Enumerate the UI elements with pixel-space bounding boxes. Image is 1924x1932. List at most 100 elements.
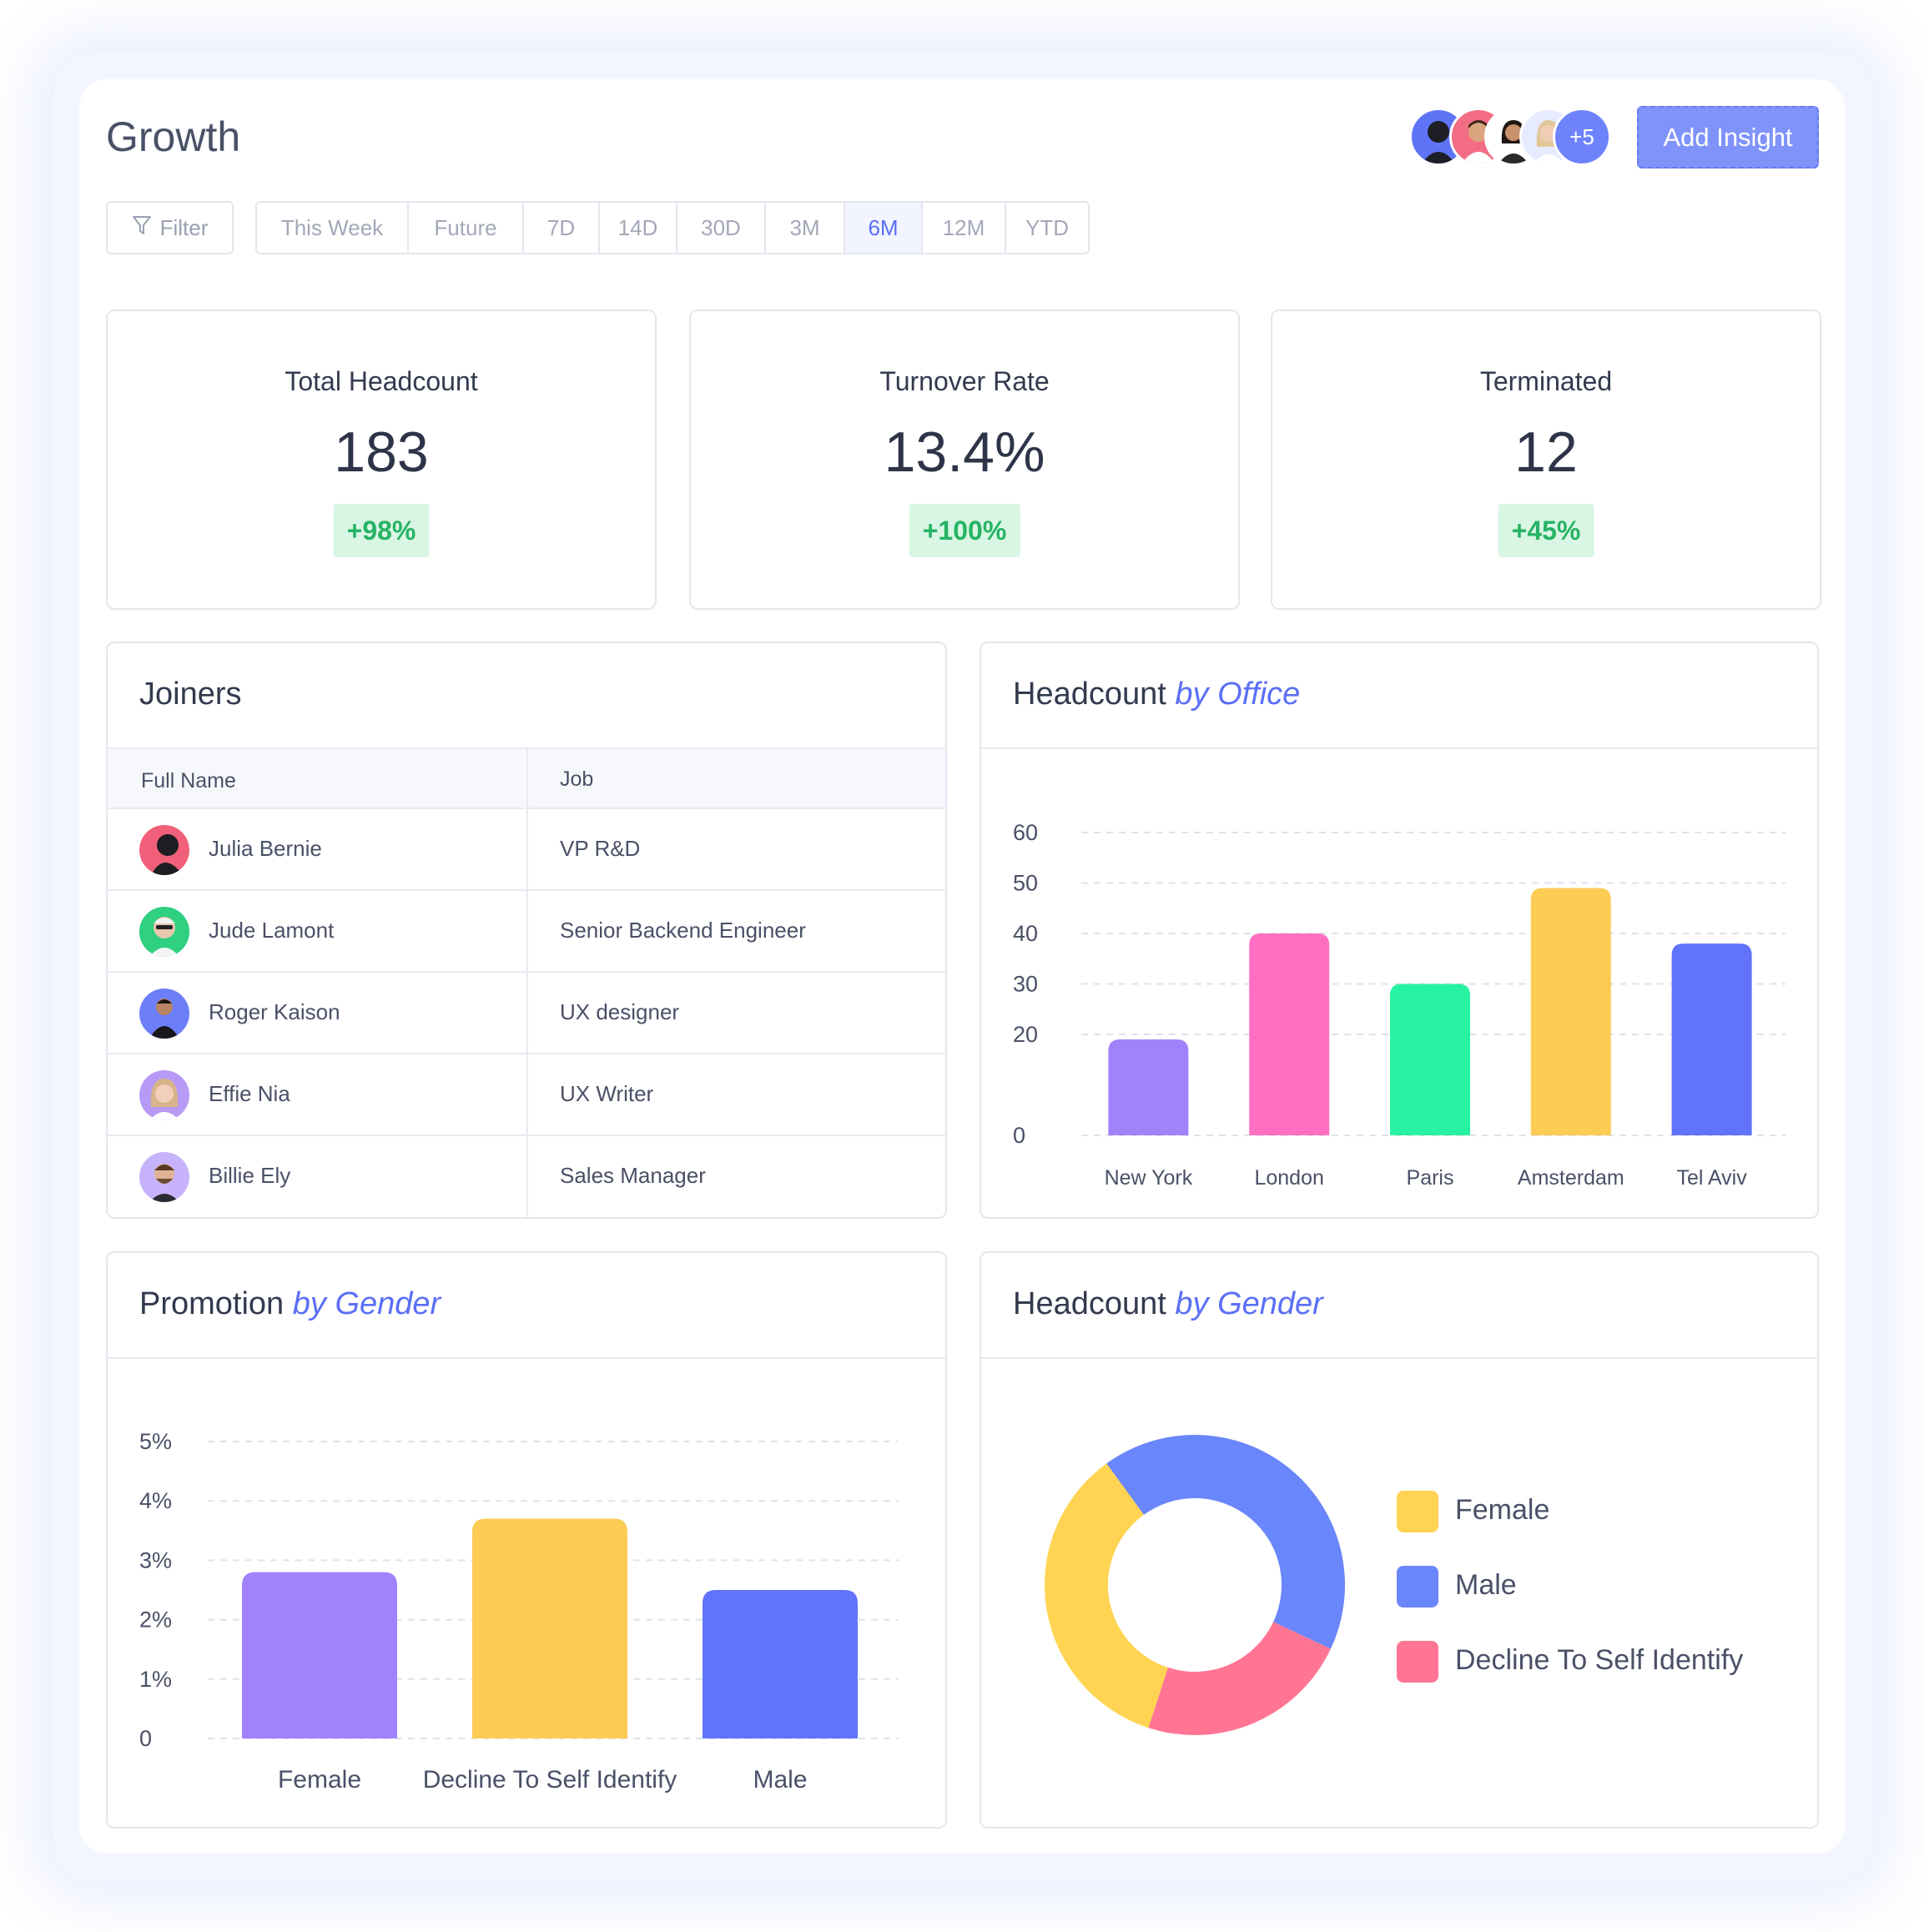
- legend-label: Female: [1455, 1494, 1550, 1526]
- y-tick-label: 30: [1013, 972, 1038, 997]
- bar: [703, 1590, 858, 1738]
- column-header-job[interactable]: Job: [560, 767, 594, 791]
- bar: [1108, 1039, 1189, 1135]
- joiner-job: VP R&D: [560, 836, 641, 861]
- kpi-card-total-headcount: Total Headcount 183 +98%: [106, 309, 657, 610]
- panel-title-em: by Gender: [1175, 1286, 1323, 1321]
- joiner-job: UX Writer: [560, 1081, 654, 1106]
- x-tick-label: Decline To Self Identify: [423, 1766, 677, 1794]
- bar: [1671, 943, 1752, 1135]
- headcount-by-gender-panel: Headcount by Gender Female Male Decline …: [980, 1251, 1819, 1829]
- donut-slice: [1148, 1622, 1331, 1735]
- x-tick-label: Male: [753, 1766, 807, 1794]
- period-12m[interactable]: 12M: [923, 203, 1006, 253]
- x-tick-label: Paris: [1407, 1166, 1454, 1190]
- y-tick-label: 60: [1013, 820, 1038, 845]
- bar: [472, 1518, 627, 1738]
- office-bar-chart: 0 20 30 40 50 60 New York London Paris Amsterdam T…: [1013, 820, 1785, 1190]
- period-future[interactable]: Future: [409, 203, 524, 253]
- period-14d[interactable]: 14D: [600, 203, 677, 253]
- kpi-label: Turnover Rate: [879, 366, 1050, 396]
- column-divider: [526, 749, 528, 1217]
- y-tick-label: 40: [1013, 921, 1038, 946]
- kpi-value: 183: [334, 420, 429, 484]
- table-row[interactable]: Billie Ely Sales Manager: [108, 1136, 945, 1217]
- gender-donut-chart: [1045, 1435, 1345, 1735]
- kpi-delta-badge: +45%: [1498, 504, 1594, 557]
- panel-title: Promotion by Gender: [139, 1286, 441, 1322]
- x-tick-label: New York: [1105, 1166, 1193, 1190]
- filter-label: Filter: [159, 214, 209, 240]
- y-tick-label: 20: [1013, 1022, 1038, 1047]
- panel-divider: [981, 1357, 1817, 1359]
- add-insight-button[interactable]: Add Insight: [1637, 106, 1819, 169]
- avatar: [139, 989, 189, 1039]
- panel-title-em: by Office: [1175, 677, 1301, 712]
- more-avatars-badge[interactable]: +5: [1553, 108, 1611, 166]
- headcount-by-office-panel: Headcount by Office 0 20 30 40 50 60 New York L…: [980, 641, 1819, 1219]
- y-tick-label: 2%: [139, 1607, 172, 1633]
- y-tick-label: 3%: [139, 1547, 172, 1572]
- avatar: [139, 825, 189, 875]
- panel-title-main: Headcount: [1013, 1286, 1166, 1321]
- joiner-name: Julia Bernie: [209, 836, 322, 861]
- y-tick-label: 5%: [139, 1429, 172, 1454]
- joiner-job: Senior Backend Engineer: [560, 918, 806, 943]
- kpi-delta-badge: +100%: [909, 504, 1020, 557]
- kpi-label: Terminated: [1479, 366, 1613, 396]
- kpi-delta-badge: +98%: [333, 504, 430, 557]
- legend-swatch: [1397, 1491, 1438, 1532]
- panel-title: Headcount by Gender: [1013, 1286, 1323, 1322]
- promotion-by-gender-panel: Promotion by Gender 0 1% 2% 3% 4% 5% Female Dec…: [106, 1251, 947, 1829]
- x-tick-label: Amsterdam: [1518, 1166, 1624, 1190]
- bar: [1390, 984, 1470, 1135]
- joiner-job: UX designer: [560, 999, 680, 1024]
- bar: [1530, 888, 1611, 1135]
- panel-title-main: Headcount: [1013, 677, 1166, 712]
- bar: [242, 1572, 397, 1738]
- filter-button[interactable]: Filter: [106, 201, 234, 254]
- promotion-bar-chart: 0 1% 2% 3% 4% 5% Female Decline To Self Identif…: [139, 1429, 899, 1794]
- panel-divider: [981, 747, 1817, 749]
- legend-label: Decline To Self Identify: [1455, 1644, 1744, 1676]
- x-tick-label: London: [1254, 1166, 1323, 1190]
- filter-icon: [132, 214, 152, 242]
- legend-swatch: [1397, 1641, 1438, 1683]
- page-title: Growth: [106, 113, 241, 160]
- legend-swatch: [1397, 1566, 1438, 1607]
- period-this-week[interactable]: This Week: [257, 203, 409, 253]
- period-selector: This Week Future 7D 14D 30D 3M 6M 12M YT…: [255, 201, 1090, 254]
- avatar: [139, 1070, 189, 1120]
- kpi-card-turnover-rate: Turnover Rate 13.4% +100%: [689, 309, 1240, 610]
- x-tick-label: Tel Aviv: [1676, 1166, 1747, 1190]
- kpi-value: 13.4%: [884, 420, 1045, 484]
- panel-divider: [108, 747, 945, 749]
- kpi-label: Total Headcount: [285, 366, 478, 396]
- joiner-name: Effie Nia: [209, 1081, 290, 1106]
- y-tick-label: 4%: [139, 1488, 172, 1513]
- period-6m[interactable]: 6M: [845, 203, 923, 253]
- avatar: [139, 907, 189, 957]
- panel-title-em: by Gender: [292, 1286, 441, 1321]
- y-tick-label: 50: [1013, 871, 1038, 896]
- legend-label: Male: [1455, 1569, 1517, 1601]
- panel-divider: [108, 1357, 945, 1359]
- joiners-panel: Joiners Full Name Job Julia Bernie VP R&…: [106, 641, 947, 1219]
- joiner-name: Jude Lamont: [209, 918, 335, 943]
- y-tick-label: 1%: [139, 1667, 172, 1692]
- donut-slice: [1106, 1435, 1345, 1649]
- kpi-card-terminated: Terminated 12 +45%: [1271, 309, 1821, 610]
- bar: [1249, 933, 1330, 1135]
- joiner-name: Roger Kaison: [209, 999, 340, 1024]
- y-tick-label: 0: [1013, 1123, 1025, 1148]
- period-30d[interactable]: 30D: [677, 203, 766, 253]
- joiner-job: Sales Manager: [560, 1163, 706, 1188]
- joiners-title: Joiners: [139, 677, 242, 712]
- y-tick-label: 0: [139, 1726, 152, 1751]
- joiner-name: Billie Ely: [209, 1163, 291, 1188]
- period-3m[interactable]: 3M: [766, 203, 845, 253]
- period-7d[interactable]: 7D: [524, 203, 600, 253]
- column-header-full-name[interactable]: Full Name: [141, 769, 236, 792]
- avatar: [139, 1152, 189, 1202]
- period-ytd[interactable]: YTD: [1025, 214, 1069, 240]
